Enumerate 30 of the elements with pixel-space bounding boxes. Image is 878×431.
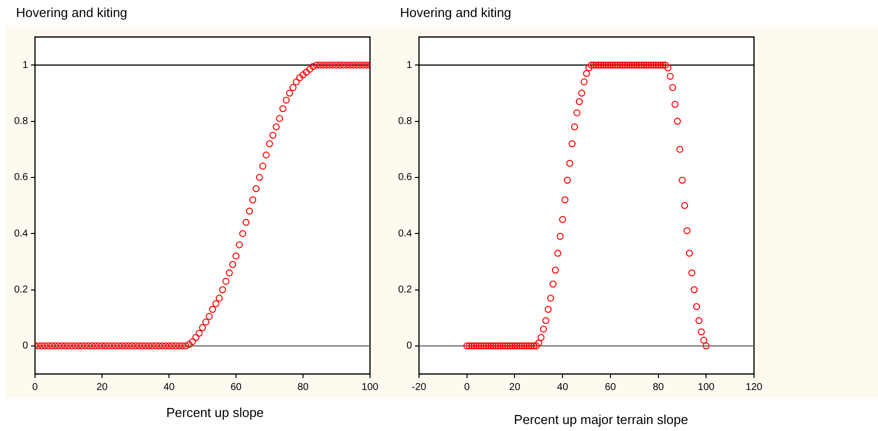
y-tick-label: 0.8 [14, 116, 28, 127]
y-tick-label: 0.6 [398, 172, 412, 184]
y-tick-label: 0 [22, 340, 28, 352]
y-tick-label: 0.6 [14, 172, 28, 184]
x-tick-label: 0 [464, 382, 470, 393]
x-tick-label: 60 [230, 382, 242, 393]
x-tick-label: 80 [297, 382, 309, 393]
x-tick-label: 0 [32, 382, 38, 393]
y-tick-label: 0.2 [14, 284, 28, 296]
x-axis-title: Percent up slope [166, 405, 264, 420]
x-tick-label: 20 [96, 382, 108, 393]
y-tick-label: 0.4 [14, 228, 28, 240]
x-tick-label: 20 [509, 382, 521, 393]
y-tick-label: 0.8 [398, 116, 412, 127]
x-tick-label: 40 [557, 382, 569, 393]
x-tick-label: 100 [698, 382, 715, 393]
chart-title: Hovering and kiting [16, 5, 128, 20]
y-tick-label: 1 [22, 60, 28, 71]
x-tick-label: 40 [163, 382, 175, 393]
x-tick-label: 80 [652, 382, 664, 393]
x-tick-label: 60 [604, 382, 616, 393]
y-tick-label: 0.2 [398, 284, 412, 296]
y-tick-label: 1 [406, 60, 412, 71]
x-tick-label: 100 [362, 382, 379, 393]
y-tick-label: 0.4 [398, 228, 412, 240]
x-axis-title: Percent up major terrain slope [514, 412, 688, 427]
y-tick-label: 0 [406, 340, 412, 352]
chart-title: Hovering and kiting [400, 5, 512, 20]
x-tick-label: -20 [412, 382, 427, 393]
x-tick-label: 120 [746, 382, 763, 393]
